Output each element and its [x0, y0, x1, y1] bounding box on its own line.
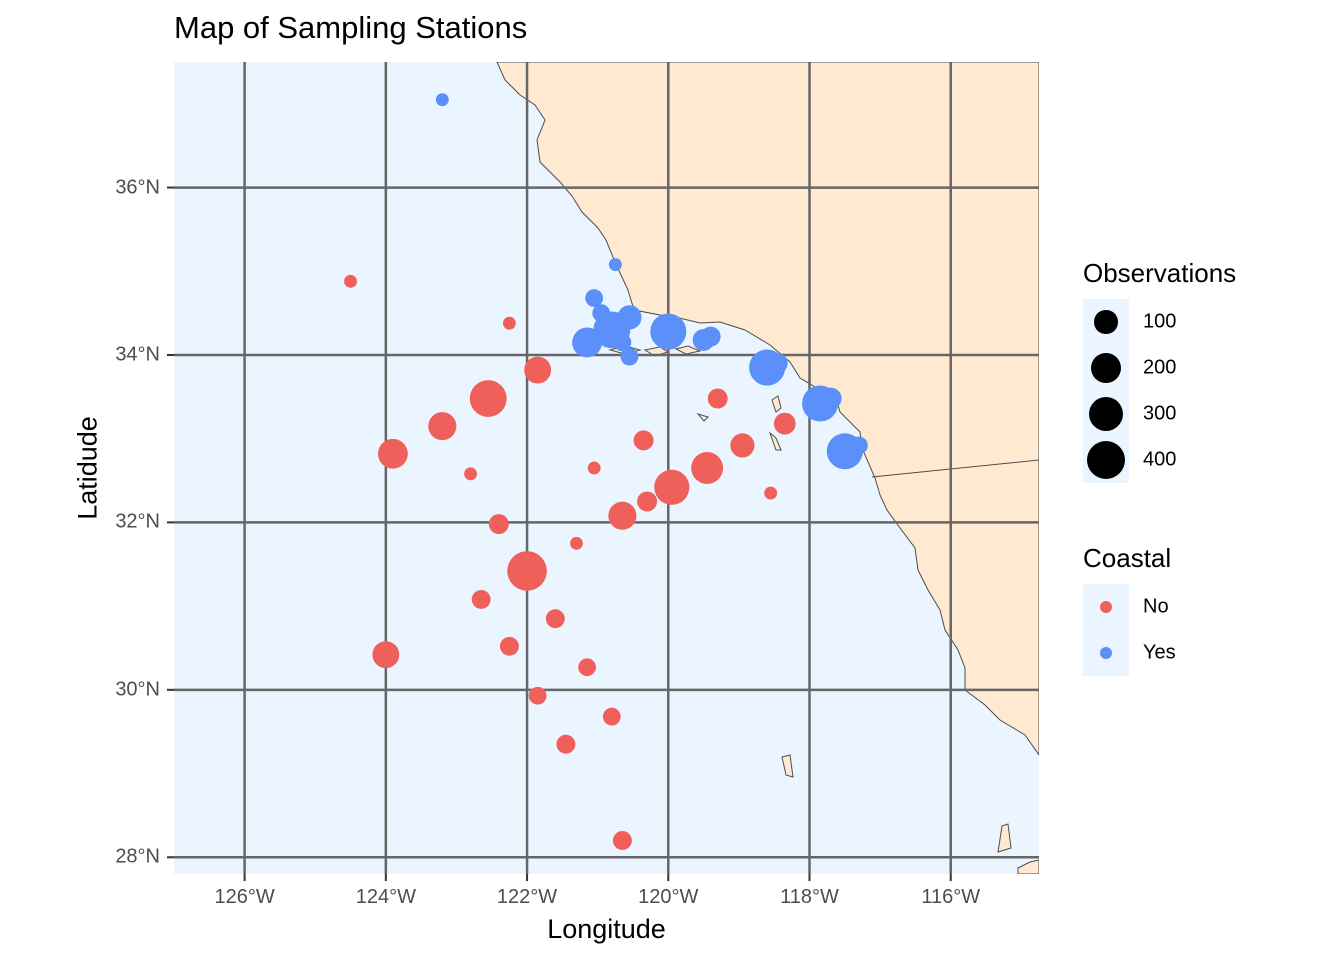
- station-point-no: [528, 686, 547, 705]
- island: [696, 413, 709, 422]
- size-legend-key: [1083, 437, 1129, 483]
- station-point-yes: [850, 436, 868, 455]
- station-point-yes: [620, 347, 639, 366]
- size-legend-key: [1083, 299, 1129, 345]
- station-point-no: [556, 734, 576, 754]
- station-point-no: [587, 461, 601, 475]
- color-legend-label: No: [1143, 595, 1169, 618]
- x-tick-label: 126°W: [214, 886, 275, 908]
- size-legend-label: 400: [1143, 448, 1177, 471]
- station-point-no: [499, 636, 519, 656]
- size-legend-dot: [1091, 353, 1121, 383]
- x-tick-label: 122°W: [496, 886, 558, 908]
- station-point-no: [507, 551, 547, 591]
- border-line: [871, 459, 1039, 478]
- station-point-no: [691, 452, 724, 484]
- color-legend-dot: [1100, 601, 1112, 613]
- station-point-no: [372, 641, 400, 669]
- station-point-no: [578, 658, 596, 677]
- size-legend-key: [1083, 391, 1129, 437]
- station-point-no: [764, 486, 778, 500]
- station-point-yes: [435, 93, 449, 107]
- y-tick-label: 28°N: [115, 845, 160, 868]
- station-point-no: [633, 430, 654, 451]
- station-point-no: [344, 274, 357, 288]
- station-point-no: [488, 514, 509, 535]
- color-legend-key: [1083, 630, 1129, 676]
- size-legend-dot: [1088, 396, 1124, 432]
- y-tick-label: 30°N: [115, 678, 160, 701]
- color-legend-title: Coastal: [1083, 543, 1172, 573]
- y-tick-label: 34°N: [115, 343, 160, 366]
- station-point-no: [612, 831, 632, 850]
- island: [674, 345, 702, 355]
- island: [768, 431, 782, 451]
- x-tick-label: 124°W: [355, 886, 416, 908]
- chart-title: Map of Sampling Stations: [174, 10, 528, 45]
- size-legend-key: [1083, 345, 1129, 391]
- size-legend-label: 300: [1143, 402, 1177, 425]
- color-legend-dot: [1100, 647, 1112, 659]
- station-point-yes: [608, 258, 622, 272]
- station-point-no: [654, 469, 690, 505]
- island: [771, 395, 782, 413]
- y-axis-label: Latidude: [72, 416, 103, 520]
- x-tick-label: 118°W: [780, 886, 839, 908]
- color-legend-label: Yes: [1143, 641, 1176, 664]
- station-point-no: [502, 316, 516, 330]
- station-point-no: [602, 707, 621, 726]
- color-legend-key: [1083, 584, 1129, 630]
- size-legend-title: Observations: [1083, 258, 1237, 288]
- station-point-yes: [613, 333, 632, 352]
- x-tick-label: 116°W: [921, 886, 981, 908]
- island: [997, 823, 1012, 853]
- station-point-no: [469, 380, 507, 417]
- size-legend: Observations 100 200 300 400: [1083, 258, 1236, 483]
- size-legend-dot: [1086, 440, 1126, 480]
- station-point-no: [377, 438, 408, 469]
- station-point-no: [428, 412, 457, 441]
- station-point-no: [570, 536, 583, 550]
- station-point-yes: [819, 387, 842, 410]
- station-point-yes: [650, 313, 687, 350]
- land-south: [1017, 859, 1039, 874]
- station-point-yes: [572, 327, 602, 358]
- size-legend-keys: 100 200 300 400: [1083, 299, 1236, 483]
- color-legend-keys: No Yes: [1083, 584, 1176, 676]
- size-legend-dot: [1094, 310, 1118, 334]
- station-point-no: [471, 589, 491, 609]
- station-point-no: [464, 467, 478, 481]
- station-point-yes: [585, 289, 604, 307]
- station-point-no: [730, 433, 755, 458]
- y-tick-label: 36°N: [115, 176, 160, 199]
- station-point-no: [524, 356, 552, 384]
- station-point-yes: [767, 353, 788, 374]
- station-point-no: [545, 609, 565, 629]
- y-tick-label: 32°N: [115, 510, 160, 533]
- size-legend-label: 200: [1143, 356, 1177, 379]
- station-point-no: [773, 412, 796, 435]
- color-legend: Coastal No Yes: [1083, 543, 1176, 676]
- station-point-yes: [700, 326, 721, 347]
- station-point-no: [637, 491, 658, 512]
- x-tick-label: 120°W: [638, 886, 699, 908]
- island: [781, 754, 794, 778]
- station-point-no: [707, 388, 728, 409]
- size-legend-label: 100: [1143, 310, 1177, 333]
- x-axis-label: Longitude: [547, 914, 666, 944]
- station-point-no: [608, 501, 637, 530]
